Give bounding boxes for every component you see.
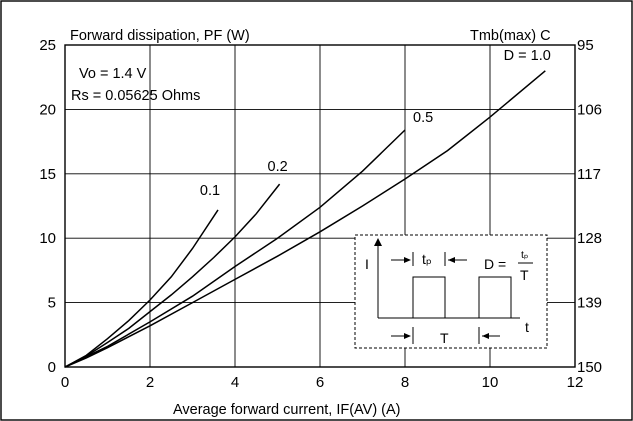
inset-box <box>354 234 548 349</box>
y-tick-label: 5 <box>48 295 56 312</box>
right-tick-label: 150 <box>577 359 602 376</box>
inset-t-axis-label: t <box>525 319 529 335</box>
x-tick-labels: 0 2 4 6 8 10 12 <box>61 374 584 391</box>
right-tick-label: 128 <box>577 230 602 247</box>
x-tick-label: 10 <box>482 374 499 391</box>
x-tick-label: 2 <box>146 374 154 391</box>
y-tick-label: 15 <box>39 166 56 183</box>
inset-period-left-arrow <box>404 333 411 339</box>
y-tick-label: 20 <box>39 101 56 118</box>
right-tick-label: 117 <box>577 166 601 183</box>
curve-0-2 <box>64 183 281 368</box>
inset-tp-left-arrow <box>404 257 411 263</box>
x-axis-label: Average forward current, IF(AV) (A) <box>173 402 401 418</box>
pulse-inset: I tₚ D = tₚ T T t <box>354 234 548 349</box>
annotation-rs: Rs = 0.05625 Ohms <box>71 88 200 104</box>
series-label: 0.2 <box>268 159 288 175</box>
x-tick-label: 8 <box>401 374 409 391</box>
x-tick-label: 4 <box>231 374 239 391</box>
y-tick-label: 10 <box>39 230 56 247</box>
x-tick-label: 6 <box>316 374 324 391</box>
chart-title: Forward dissipation, PF (W) <box>70 28 250 44</box>
right-tick-labels: 95 106 117 128 139 150 <box>577 37 602 376</box>
curve-0-5 <box>64 129 406 368</box>
series-label: D = 1.0 <box>504 48 551 64</box>
inset-i-arrow <box>374 238 382 246</box>
series-label: 0.5 <box>413 110 433 126</box>
inset-pulse-2 <box>478 276 512 318</box>
right-tick-label: 139 <box>577 295 602 312</box>
curve-D-1-0 <box>64 70 546 368</box>
right-axis-title: Tmb(max) C <box>470 28 551 44</box>
inset-d-label: D = <box>484 256 506 272</box>
y-tick-label: 0 <box>48 359 56 376</box>
y-tick-label: 25 <box>39 37 56 54</box>
curve-0-1 <box>64 209 219 368</box>
y-tick-labels: 0 5 10 15 20 25 <box>39 37 56 376</box>
series-label: 0.1 <box>200 183 220 199</box>
inset-period-right-arrow <box>482 333 489 339</box>
x-tick-label: 12 <box>567 374 584 391</box>
inset-period-label: T <box>440 330 449 346</box>
inset-i-label: I <box>365 256 369 272</box>
annotation-vo: Vo = 1.4 V <box>79 66 147 82</box>
x-tick-label: 0 <box>61 374 69 391</box>
curves <box>64 70 546 368</box>
right-tick-label: 106 <box>577 101 602 118</box>
plot-area-border <box>64 44 576 368</box>
inset-tp-right-arrow <box>448 257 455 263</box>
inset-pulse-1 <box>412 276 446 318</box>
series-labels: 0.1 0.2 0.5 D = 1.0 <box>200 48 551 199</box>
inset-tp-label: tₚ <box>422 251 432 267</box>
inset-d-denominator: T <box>520 267 529 283</box>
inset-d-numerator: tₚ <box>521 249 529 261</box>
right-tick-label: 95 <box>577 37 594 54</box>
